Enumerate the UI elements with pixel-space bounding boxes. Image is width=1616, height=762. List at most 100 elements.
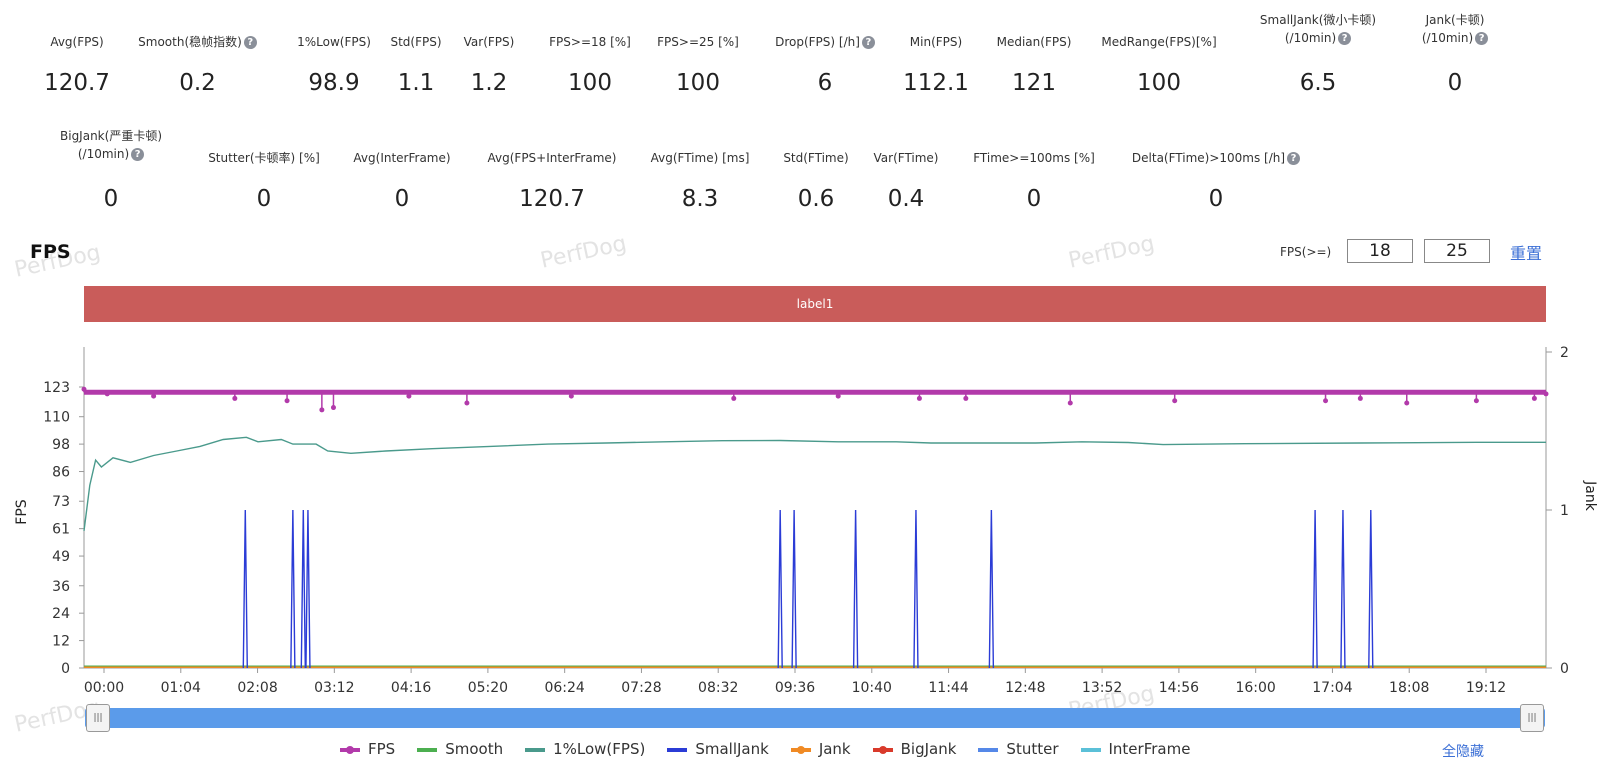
help-icon[interactable]: ? — [131, 148, 145, 161]
x-tick-label: 18:08 — [1389, 680, 1429, 696]
fps-point — [104, 391, 110, 397]
metric-label-unit: (/10min)? — [1410, 31, 1500, 45]
fps-point — [81, 386, 87, 392]
legend-swatch — [667, 747, 688, 752]
legend-item[interactable]: Jank — [790, 740, 851, 758]
smalljank-spike — [1368, 509, 1374, 669]
fps-point — [731, 395, 737, 401]
metric-value: 8.3 — [681, 186, 719, 212]
metric-label: Avg(FPS+InterFrame) — [487, 151, 617, 165]
x-tick-label: 11:44 — [928, 680, 968, 696]
smalljank-spike — [852, 509, 859, 669]
metric-label: MedRange(FPS)[%] — [1101, 35, 1217, 49]
legend-label: FPS — [368, 740, 396, 758]
fps-point — [916, 395, 922, 401]
smalljank-spike — [791, 509, 797, 669]
x-tick-label: 06:24 — [544, 680, 584, 696]
metric-value: 6.5 — [1299, 70, 1337, 96]
smalljank-spike — [242, 509, 248, 669]
legend-label: Jank — [818, 740, 851, 758]
smalljank-spike — [1312, 509, 1318, 669]
chart-legend: FPS Smooth 1%Low(FPS) SmallJank Jank BigJank S… — [340, 740, 1212, 758]
hide-all-button[interactable]: 全隐藏 — [1442, 744, 1484, 760]
metric-label: Min(FPS) — [909, 35, 963, 49]
y-tick-label: 36 — [52, 579, 70, 595]
smalljank-spike — [777, 509, 783, 669]
metric-label-unit: (/10min)? — [40, 147, 182, 161]
x-tick-label: 14:56 — [1159, 680, 1199, 696]
metric-r1-4: Var(FPS) 1.2 — [458, 35, 520, 130]
metric-label: Drop(FPS) [/h]? — [760, 35, 890, 49]
legend-item[interactable]: SmallJank — [667, 740, 769, 758]
legend-item[interactable]: InterFrame — [1080, 740, 1191, 758]
help-icon[interactable]: ? — [243, 36, 257, 49]
metric-value: 100 — [568, 70, 612, 96]
metric-r1-5: FPS>=18 [%] 100 — [540, 35, 640, 130]
metric-r1-0: Avg(FPS) 120.7 — [40, 35, 114, 130]
metric-label: Std(FPS) — [390, 35, 442, 49]
legend-item[interactable]: Smooth — [417, 740, 503, 758]
legend-label: Smooth — [445, 740, 504, 758]
metric-r2-3: Avg(FPS+InterFrame) 120.7 — [476, 151, 628, 246]
metric-r1-6: FPS>=25 [%] 100 — [648, 35, 748, 130]
metric-r1-2: 1%Low(FPS) 98.9 — [283, 35, 385, 130]
x-tick-label: 05:20 — [468, 680, 508, 696]
fps-point — [1531, 395, 1537, 401]
metric-label: FPS>=18 [%] — [549, 35, 631, 49]
help-icon[interactable]: ? — [1338, 32, 1352, 45]
legend-label: InterFrame — [1108, 740, 1191, 758]
metric-value: 100 — [1137, 70, 1181, 96]
metric-value: 0 — [394, 186, 410, 212]
x-tick-label: 10:40 — [852, 680, 892, 696]
fps-point — [284, 398, 290, 404]
x-tick-label: 04:16 — [391, 680, 431, 696]
metric-r2-1: Stutter(卡顿率) [%] 0 — [197, 151, 331, 246]
slider-right-handle[interactable]: ||| — [1520, 704, 1544, 732]
x-tick-label: 09:36 — [775, 680, 815, 696]
fps-point — [835, 393, 841, 399]
time-range-slider[interactable] — [85, 708, 1545, 728]
fps-point — [1473, 398, 1479, 404]
metric-label: Smooth(稳帧指数)? — [125, 35, 270, 49]
metric-r1-1: Smooth(稳帧指数)? 0.2 — [125, 35, 270, 130]
help-icon[interactable]: ? — [1475, 32, 1489, 45]
metric-r2-0: BigJank(严重卡顿) (/10min)? 0 — [40, 129, 182, 224]
fps-point — [232, 395, 238, 401]
metric-label-unit: (/10min)? — [1240, 31, 1396, 45]
slider-left-handle[interactable]: ||| — [86, 704, 110, 732]
legend-swatch — [340, 745, 360, 754]
smalljank-spike — [913, 509, 919, 669]
fps-point — [464, 400, 470, 406]
legend-item[interactable]: 1%Low(FPS) — [525, 740, 645, 758]
metric-r2-7: FTime>=100ms [%] 0 — [964, 151, 1104, 246]
legend-swatch — [417, 747, 438, 752]
help-icon[interactable]: ? — [861, 36, 875, 49]
legend-item[interactable]: FPS — [340, 740, 395, 758]
metric-label: Jank(卡顿) — [1425, 13, 1485, 27]
metric-label: 1%Low(FPS) — [297, 35, 371, 49]
metric-value: 0 — [1208, 186, 1224, 212]
metric-value: 0.6 — [797, 186, 835, 212]
reset-button[interactable]: 重置 — [1510, 244, 1543, 263]
legend-item[interactable]: BigJank — [872, 740, 956, 758]
metric-r2-2: Avg(InterFrame) 0 — [342, 151, 462, 246]
x-tick-label: 02:08 — [237, 680, 277, 696]
y-tick-label: 61 — [52, 522, 70, 538]
metric-label: FTime>=100ms [%] — [973, 151, 1095, 165]
legend-item[interactable]: Stutter — [978, 740, 1059, 758]
legend-swatch — [525, 747, 546, 752]
fps-point — [963, 395, 969, 401]
metric-r2-5: Std(FTime) 0.6 — [773, 151, 859, 246]
x-tick-label: 16:00 — [1235, 680, 1275, 696]
threshold-input-2[interactable]: 25 — [1424, 239, 1490, 263]
help-icon[interactable]: ? — [1287, 152, 1301, 165]
x-tick-label: 01:04 — [161, 680, 201, 696]
x-tick-label: 08:32 — [698, 680, 738, 696]
metric-value: 1.2 — [470, 70, 508, 96]
fps-point — [1172, 398, 1178, 404]
legend-swatch — [872, 745, 893, 754]
threshold-input-1[interactable]: 18 — [1347, 239, 1413, 263]
y-tick-label: 24 — [52, 606, 70, 622]
label-bar[interactable]: label1 — [84, 286, 1546, 322]
x-tick-label: 00:00 — [84, 680, 124, 696]
